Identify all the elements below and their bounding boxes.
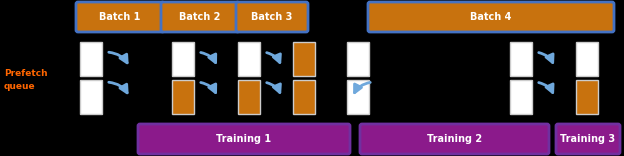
Bar xyxy=(172,42,194,76)
FancyBboxPatch shape xyxy=(236,2,308,32)
Text: Batch 4: Batch 4 xyxy=(470,12,512,22)
Bar xyxy=(576,80,598,114)
Text: Batch 3: Batch 3 xyxy=(251,12,293,22)
Text: Batch 2: Batch 2 xyxy=(179,12,221,22)
Bar xyxy=(510,42,532,76)
Bar xyxy=(347,42,369,76)
Text: Prefetch
queue: Prefetch queue xyxy=(4,69,47,91)
Bar xyxy=(293,80,315,114)
FancyBboxPatch shape xyxy=(556,124,620,154)
Bar xyxy=(576,42,598,76)
Bar xyxy=(293,42,315,76)
Bar xyxy=(238,80,260,114)
FancyBboxPatch shape xyxy=(76,2,164,32)
FancyBboxPatch shape xyxy=(138,124,350,154)
Text: Batch 1: Batch 1 xyxy=(99,12,140,22)
Bar xyxy=(80,42,102,76)
Text: Training 1: Training 1 xyxy=(217,134,271,144)
Bar xyxy=(238,42,260,76)
Bar xyxy=(510,80,532,114)
Bar xyxy=(172,80,194,114)
Text: Training 3: Training 3 xyxy=(560,134,615,144)
Bar xyxy=(80,80,102,114)
Text: Training 2: Training 2 xyxy=(427,134,482,144)
Bar xyxy=(347,80,369,114)
FancyBboxPatch shape xyxy=(161,2,239,32)
FancyBboxPatch shape xyxy=(368,2,614,32)
FancyBboxPatch shape xyxy=(360,124,549,154)
